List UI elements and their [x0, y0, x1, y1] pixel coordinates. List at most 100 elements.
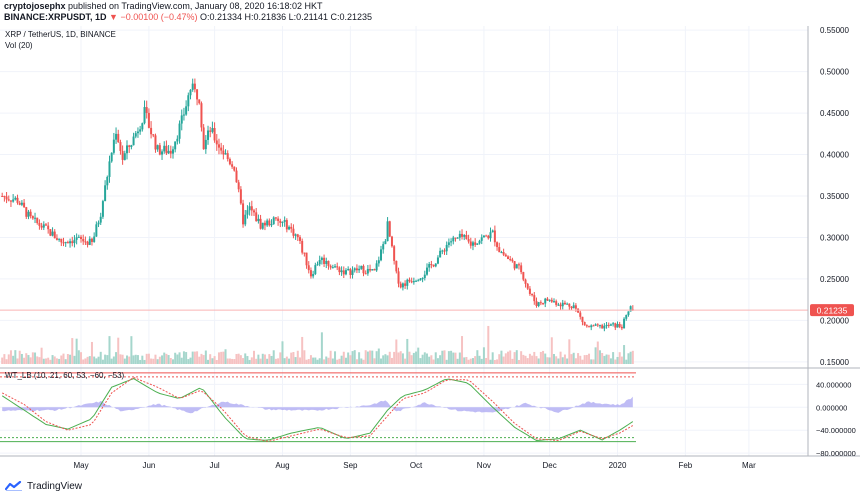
tradingview-logo[interactable]: TradingView: [5, 479, 82, 493]
chart-area[interactable]: 0.21235 0.55000 0.50000 0.45000 0.40000 0.350…: [0, 26, 860, 476]
volume-bar: [80, 352, 83, 364]
candle-body: [423, 274, 426, 279]
chart-canvas[interactable]: 0.21235 0.55000 0.50000 0.45000 0.40000 0.350…: [0, 26, 860, 476]
candle-body: [27, 211, 30, 217]
volume-bar: [283, 358, 286, 364]
volume-bar: [226, 358, 229, 364]
volume-bar: [496, 359, 499, 364]
candle-body: [246, 210, 249, 215]
volume-bar: [485, 357, 488, 364]
candle-body: [136, 131, 139, 134]
candle-body: [176, 138, 179, 142]
candle-body: [274, 217, 277, 219]
candle-body: [224, 153, 227, 155]
candle-body: [568, 303, 571, 307]
volume-bar: [528, 353, 531, 364]
candle-body: [373, 269, 376, 271]
volume-bar: [493, 359, 496, 364]
candle-body: [355, 268, 358, 271]
candle-body: [171, 149, 174, 154]
volume-bar: [75, 338, 78, 364]
volume-bar: [331, 358, 334, 364]
volume-bar: [193, 351, 196, 364]
volume-bar: [84, 358, 87, 364]
candle-body: [18, 202, 21, 205]
volume-bar: [248, 359, 251, 364]
volume-bar: [441, 350, 444, 364]
volume-bar: [526, 358, 529, 364]
volume-bar: [364, 350, 367, 364]
time-tick-label: Mar: [742, 461, 756, 470]
candle-body: [364, 273, 367, 275]
candle-body: [327, 260, 330, 266]
volume-bar: [384, 354, 387, 364]
volume-bar: [123, 358, 126, 364]
candle-body: [134, 133, 137, 137]
volume-bar: [338, 358, 341, 364]
candle-body: [456, 237, 459, 239]
candle-body: [384, 241, 387, 245]
candle-body: [228, 159, 231, 165]
volume-bar: [445, 359, 448, 364]
author-name[interactable]: cryptojosephx: [4, 1, 66, 11]
candle-body: [99, 216, 102, 223]
osc-tick-label: 0.000000: [816, 403, 847, 412]
volume-bar: [126, 355, 129, 364]
volume-bar: [373, 358, 376, 364]
candle-body: [198, 99, 201, 104]
volume-bar: [334, 351, 337, 364]
volume-bar: [298, 357, 301, 364]
volume-bar: [570, 354, 573, 364]
candle-body: [86, 241, 89, 245]
candle-body: [320, 257, 323, 261]
volume-bar: [616, 356, 619, 364]
volume-bar: [270, 355, 273, 364]
candle-body: [500, 252, 503, 254]
volume-bar: [139, 359, 142, 364]
volume-bar: [1, 357, 4, 364]
volume-bar: [537, 358, 540, 364]
volume-bar: [66, 353, 69, 364]
volume-bar: [548, 357, 551, 364]
candle-body: [614, 323, 617, 328]
candle-body: [119, 142, 122, 151]
candle-body: [49, 229, 52, 236]
candle-body: [211, 128, 214, 132]
osc-tick-label: 40.000000: [816, 380, 851, 389]
candle-body: [511, 259, 514, 262]
candle-body: [419, 278, 422, 281]
candle-body: [248, 206, 251, 211]
volume-bar: [544, 353, 547, 364]
candle-body: [139, 129, 142, 132]
volume-bar: [568, 339, 571, 364]
candle-body: [12, 199, 15, 202]
volume-bar: [314, 357, 317, 364]
volume-bar: [581, 359, 584, 364]
volume-bar: [130, 336, 133, 364]
volume-bar: [303, 350, 306, 364]
candle-body: [213, 128, 216, 141]
candle-body: [323, 257, 326, 264]
volume-bar: [187, 359, 190, 364]
volume-bar: [585, 354, 588, 364]
volume-bar: [49, 359, 52, 364]
volume-bar: [336, 359, 339, 364]
volume-bar: [235, 353, 238, 364]
change-value: ▼ −0.00100 (−0.47%): [109, 12, 198, 22]
volume-bar: [288, 358, 291, 364]
candle-body: [231, 164, 234, 167]
volume-bar: [106, 355, 109, 364]
volume-bar: [38, 357, 41, 364]
candle-body: [596, 324, 599, 326]
volume-bar: [257, 354, 260, 364]
ohlc-values: O:0.21334 H:0.21836 L:0.21141 C:0.21235: [200, 12, 372, 22]
candle-body: [288, 226, 291, 230]
volume-bar: [500, 350, 503, 364]
candle-body: [257, 218, 260, 222]
volume-bar: [489, 359, 492, 364]
candle-body: [380, 249, 383, 261]
candle-body: [250, 206, 253, 211]
volume-bar: [62, 353, 65, 364]
candle-body: [316, 264, 319, 266]
volume-bar: [204, 350, 207, 364]
